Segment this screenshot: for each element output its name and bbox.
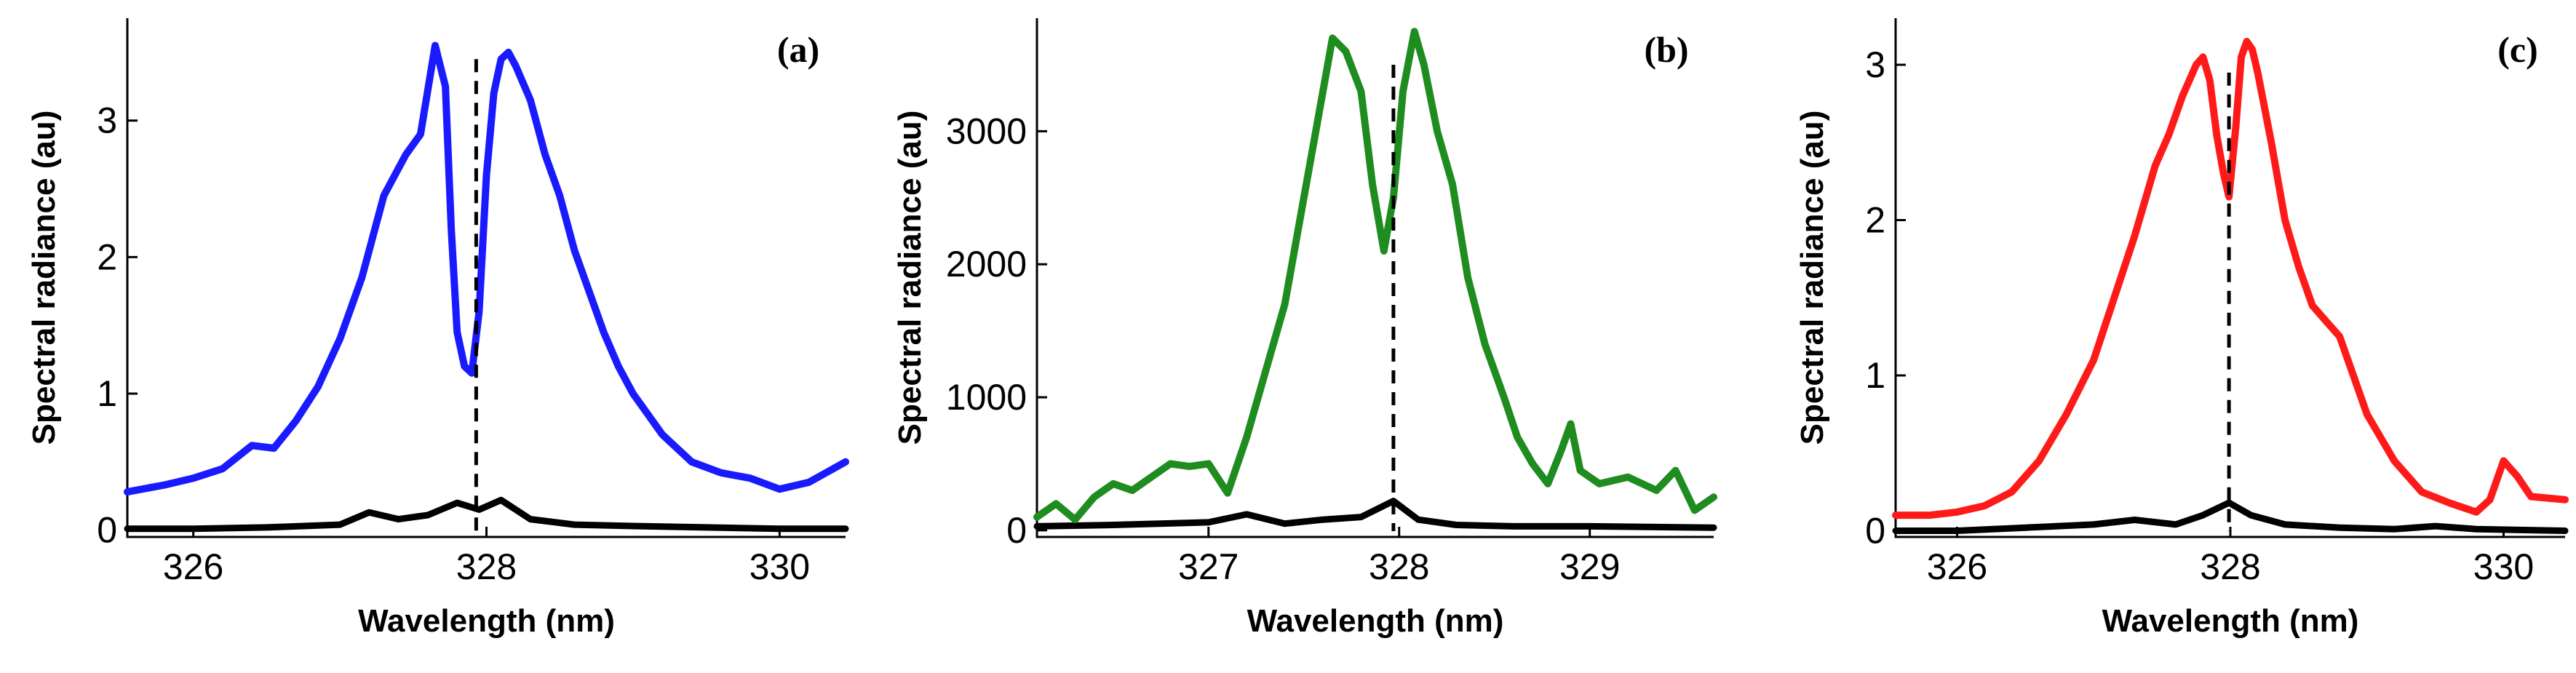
- x-axis-label: Wavelength (nm): [2102, 603, 2359, 639]
- y-axis-label: Spectral radiance (au): [26, 111, 62, 445]
- y-tick-label: 3000: [946, 111, 1027, 151]
- y-tick-label: 1: [1865, 355, 1885, 396]
- y-tick-label: 2000: [946, 244, 1027, 284]
- y-tick-label: 0: [97, 510, 117, 551]
- y-tick-label: 2: [1865, 200, 1885, 241]
- x-tick-label: 327: [1178, 546, 1239, 587]
- x-tick-label: 326: [163, 546, 223, 587]
- panel-3: 326 328 330 0 1 2 3 Wavelength (nm) Spectral rad…: [1794, 18, 2569, 639]
- panel-label: (c): [2497, 29, 2538, 70]
- y-tick-label: 3: [1865, 44, 1885, 85]
- background-spectrum-line: [1892, 499, 2569, 534]
- x-tick-label: 326: [1927, 546, 1987, 587]
- y-tick-label: 0: [1006, 510, 1027, 551]
- panel-label: (b): [1644, 29, 1688, 70]
- panel-1: 326 328 330 0 1 2 3 Wavelength (nm) Spectral rad…: [26, 18, 849, 639]
- y-tick-label: 0: [1865, 510, 1885, 551]
- main-spectrum-line: [124, 41, 849, 496]
- x-tick-label: 330: [750, 546, 810, 587]
- x-axis-label: Wavelength (nm): [358, 603, 615, 639]
- x-tick-label: 329: [1559, 546, 1620, 587]
- x-tick-label: 330: [2473, 546, 2534, 587]
- axes-frame: [126, 18, 846, 538]
- y-tick-label: 1: [97, 373, 117, 414]
- background-spectrum-line: [124, 496, 849, 533]
- panel-label: (a): [777, 29, 819, 70]
- x-tick-label: 328: [2200, 546, 2260, 587]
- main-spectrum-line: [1892, 38, 2569, 519]
- y-tick-label: 3: [97, 100, 117, 141]
- x-tick-label: 328: [1369, 546, 1429, 587]
- panel-2: 327 328 329 0 1000 2000 3000 Wavelength (nm) Spe…: [892, 18, 1717, 639]
- axes-frame: [1894, 18, 2565, 538]
- background-spectrum-line: [1033, 498, 1717, 531]
- y-axis-label: Spectral radiance (au): [892, 111, 928, 445]
- axes-frame: [1035, 18, 1714, 538]
- x-tick-label: 328: [456, 546, 517, 587]
- x-axis-label: Wavelength (nm): [1247, 603, 1504, 639]
- y-tick-label: 2: [97, 236, 117, 277]
- main-spectrum-line: [1033, 28, 1717, 524]
- y-tick-label: 1000: [946, 377, 1027, 418]
- y-axis-label: Spectral radiance (au): [1794, 111, 1830, 445]
